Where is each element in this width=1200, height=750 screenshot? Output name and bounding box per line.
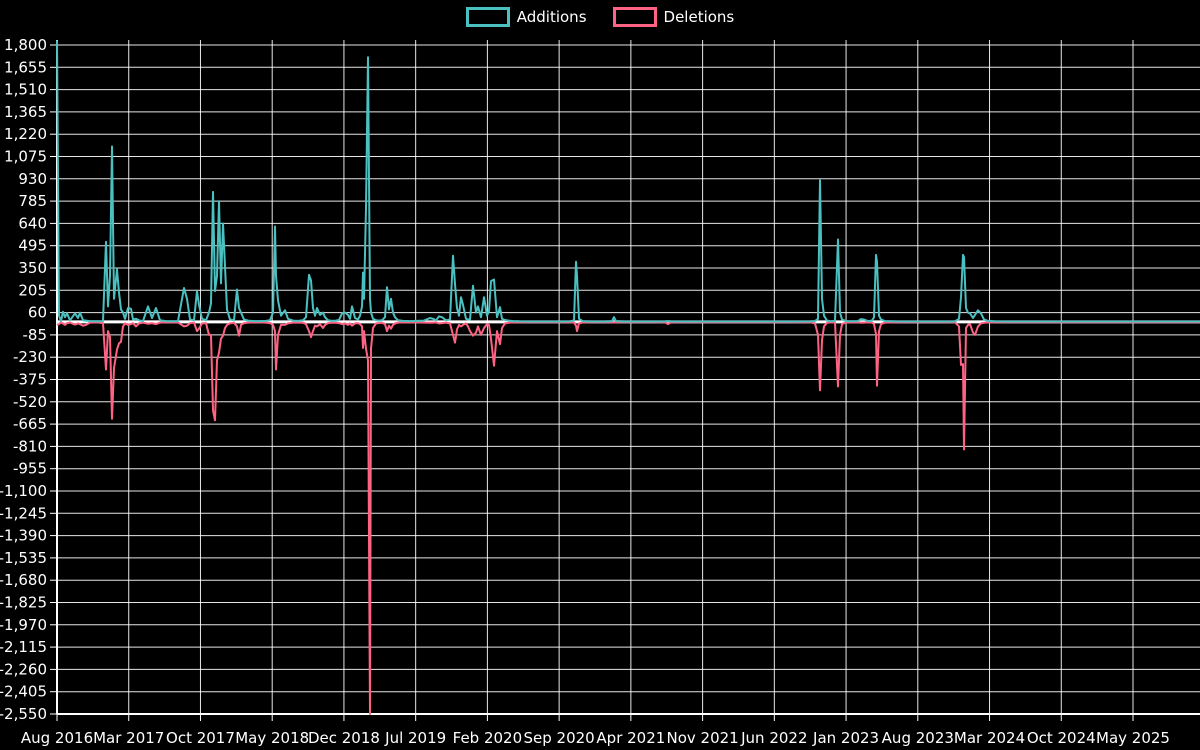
x-tick-label: Dec 2018 [308, 729, 380, 747]
y-tick-label: -955 [13, 460, 47, 478]
y-tick-label: 930 [18, 170, 47, 188]
x-tick-label: Aug 2023 [882, 729, 954, 747]
y-tick-label: -2,550 [0, 705, 47, 723]
y-tick-label: -375 [13, 371, 47, 389]
y-tick-label: -1,245 [0, 504, 47, 522]
x-tick-label: Apr 2021 [596, 729, 665, 747]
legend-item-additions[interactable]: Additions [465, 7, 587, 27]
x-tick-label: May 2025 [1096, 729, 1170, 747]
y-tick-label: 60 [28, 304, 47, 322]
y-tick-label: 350 [18, 259, 47, 277]
y-tick-label: 1,075 [4, 148, 47, 166]
y-tick-label: 1,655 [4, 58, 47, 76]
y-tick-label: 1,510 [4, 81, 47, 99]
y-tick-label: 785 [18, 192, 47, 210]
x-tick-label: Jun 2022 [740, 729, 807, 747]
x-tick-label: Nov 2021 [666, 729, 738, 747]
y-tick-label: -230 [13, 348, 47, 366]
y-tick-label: 640 [18, 214, 47, 232]
y-tick-label: -85 [23, 326, 48, 344]
y-tick-label: -665 [13, 415, 47, 433]
legend-item-deletions[interactable]: Deletions [612, 7, 735, 27]
x-tick-label: Feb 2020 [453, 729, 523, 747]
additions-line [56, 40, 1200, 323]
y-tick-label: -2,115 [0, 638, 47, 656]
y-tick-label: -1,390 [0, 527, 47, 545]
y-tick-label: -1,680 [0, 571, 47, 589]
x-tick-label: May 2018 [235, 729, 309, 747]
y-tick-label: 1,365 [4, 103, 47, 121]
tick-marks [50, 44, 1134, 721]
y-tick-label: 205 [18, 281, 47, 299]
y-axis-labels: 1,800 1,655 1,510 1,365 1,220 1,075 930 785 640 4… [0, 36, 47, 723]
chart-legend: Additions Deletions [0, 7, 1200, 27]
x-tick-label: Jul 2019 [384, 729, 446, 747]
legend-additions-label: Additions [516, 7, 587, 26]
x-tick-label: Oct 2017 [166, 729, 235, 747]
x-tick-label: Mar 2017 [93, 729, 164, 747]
legend-deletions-label: Deletions [663, 7, 735, 26]
y-tick-label: -1,825 [0, 594, 47, 612]
x-tick-label: Mar 2024 [954, 729, 1025, 747]
y-tick-label: 1,220 [4, 125, 47, 143]
y-tick-label: 1,800 [4, 36, 47, 54]
axes [56, 40, 1200, 715]
y-tick-label: -1,535 [0, 549, 47, 567]
additions-swatch-icon [465, 7, 510, 27]
y-tick-label: -1,100 [0, 482, 47, 500]
y-tick-label: -810 [13, 437, 47, 455]
deletions-swatch-icon [612, 7, 657, 27]
y-tick-label: -2,405 [0, 683, 47, 701]
x-tick-label: Jan 2023 [812, 729, 879, 747]
x-tick-label: Sep 2020 [524, 729, 595, 747]
deletions-line [56, 321, 1200, 715]
gridlines [56, 40, 1200, 715]
y-tick-label: -520 [13, 393, 47, 411]
x-tick-label: Aug 2016 [21, 729, 93, 747]
y-tick-label: -2,260 [0, 660, 47, 678]
x-tick-label: Oct 2024 [1027, 729, 1096, 747]
y-tick-label: -1,970 [0, 616, 47, 634]
y-tick-label: 495 [18, 237, 47, 255]
